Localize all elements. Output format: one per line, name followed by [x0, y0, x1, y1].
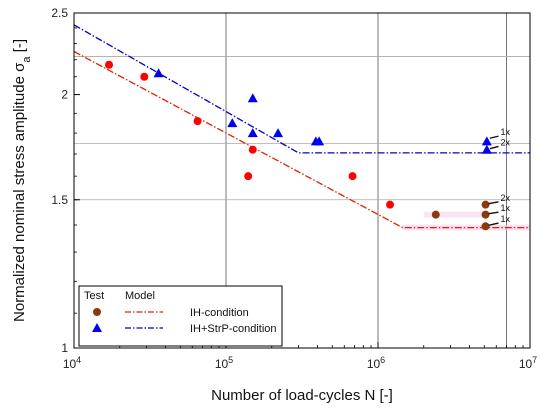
annotation-label: 1x	[500, 214, 510, 224]
y-axis-label-main: Normalized nominal stress amplitude σ	[11, 62, 28, 322]
annotation-arrow	[488, 211, 499, 215]
data-point	[348, 172, 357, 181]
data-point	[140, 72, 149, 81]
data-point	[481, 222, 490, 231]
legend-header-test: Test	[84, 290, 104, 302]
model-line	[73, 24, 530, 154]
x-tick-label: 107	[519, 355, 537, 371]
data-point	[431, 210, 440, 219]
legend-label: IH-condition	[190, 307, 249, 319]
y-axis-label: Normalized nominal stress amplitude σa […	[11, 39, 33, 322]
x-axis-ticks: 104 105 106 107	[63, 342, 537, 371]
data-point	[248, 145, 257, 154]
y-axis-ticks: 1 1.5 2 2.5	[51, 6, 80, 355]
legend-label: IH+StrP-condition	[190, 323, 277, 335]
annotation-label: 1x	[500, 203, 510, 213]
data-point	[105, 60, 114, 69]
legend-header-model: Model	[125, 290, 155, 302]
annotation-label: 2x	[500, 137, 510, 147]
legend-marker	[92, 323, 102, 332]
data-point	[481, 136, 492, 146]
y-tick-label: 2	[61, 88, 68, 102]
x-axis-label: Number of load-cycles N [-]	[211, 387, 393, 404]
x-tick-label: 104	[63, 355, 81, 371]
data-point	[244, 172, 253, 181]
data-point	[247, 128, 258, 138]
annotation-label: 1x	[500, 127, 510, 137]
data-point	[481, 200, 490, 209]
annotation-arrow	[489, 135, 499, 139]
grid-lines	[74, 13, 530, 348]
legend-marker	[93, 308, 101, 316]
x-tick-label: 106	[367, 355, 385, 371]
data-point	[481, 144, 492, 154]
y-axis-label-unit: [-]	[11, 39, 28, 57]
model-lines	[73, 24, 530, 229]
highlight-band	[402, 224, 530, 231]
data-point	[153, 68, 164, 78]
highlight-band	[423, 211, 486, 218]
annotation-arrow	[489, 145, 499, 150]
x-tick-label: 105	[215, 355, 233, 371]
highlight-bands	[402, 211, 530, 231]
legend-box	[78, 285, 283, 347]
y-tick-label: 1	[61, 341, 68, 355]
data-point	[314, 136, 325, 146]
data-point	[386, 200, 395, 209]
y-axis-label-sub: a	[21, 56, 33, 63]
annotation-label: 2x	[500, 193, 510, 203]
data-points	[105, 60, 492, 231]
data-point	[481, 210, 490, 219]
plot-frame	[73, 12, 531, 349]
data-point	[227, 118, 238, 128]
y-tick-label: 1.5	[51, 193, 68, 207]
annotation-arrow	[488, 222, 499, 226]
y-tick-label: 2.5	[51, 6, 68, 20]
annotation-arrow	[488, 201, 499, 205]
legend: Test Model IH-condition IH+StrP-condition	[78, 285, 283, 347]
model-line	[73, 50, 530, 229]
data-point	[247, 93, 258, 103]
data-point	[193, 117, 202, 126]
data-point	[273, 128, 284, 138]
